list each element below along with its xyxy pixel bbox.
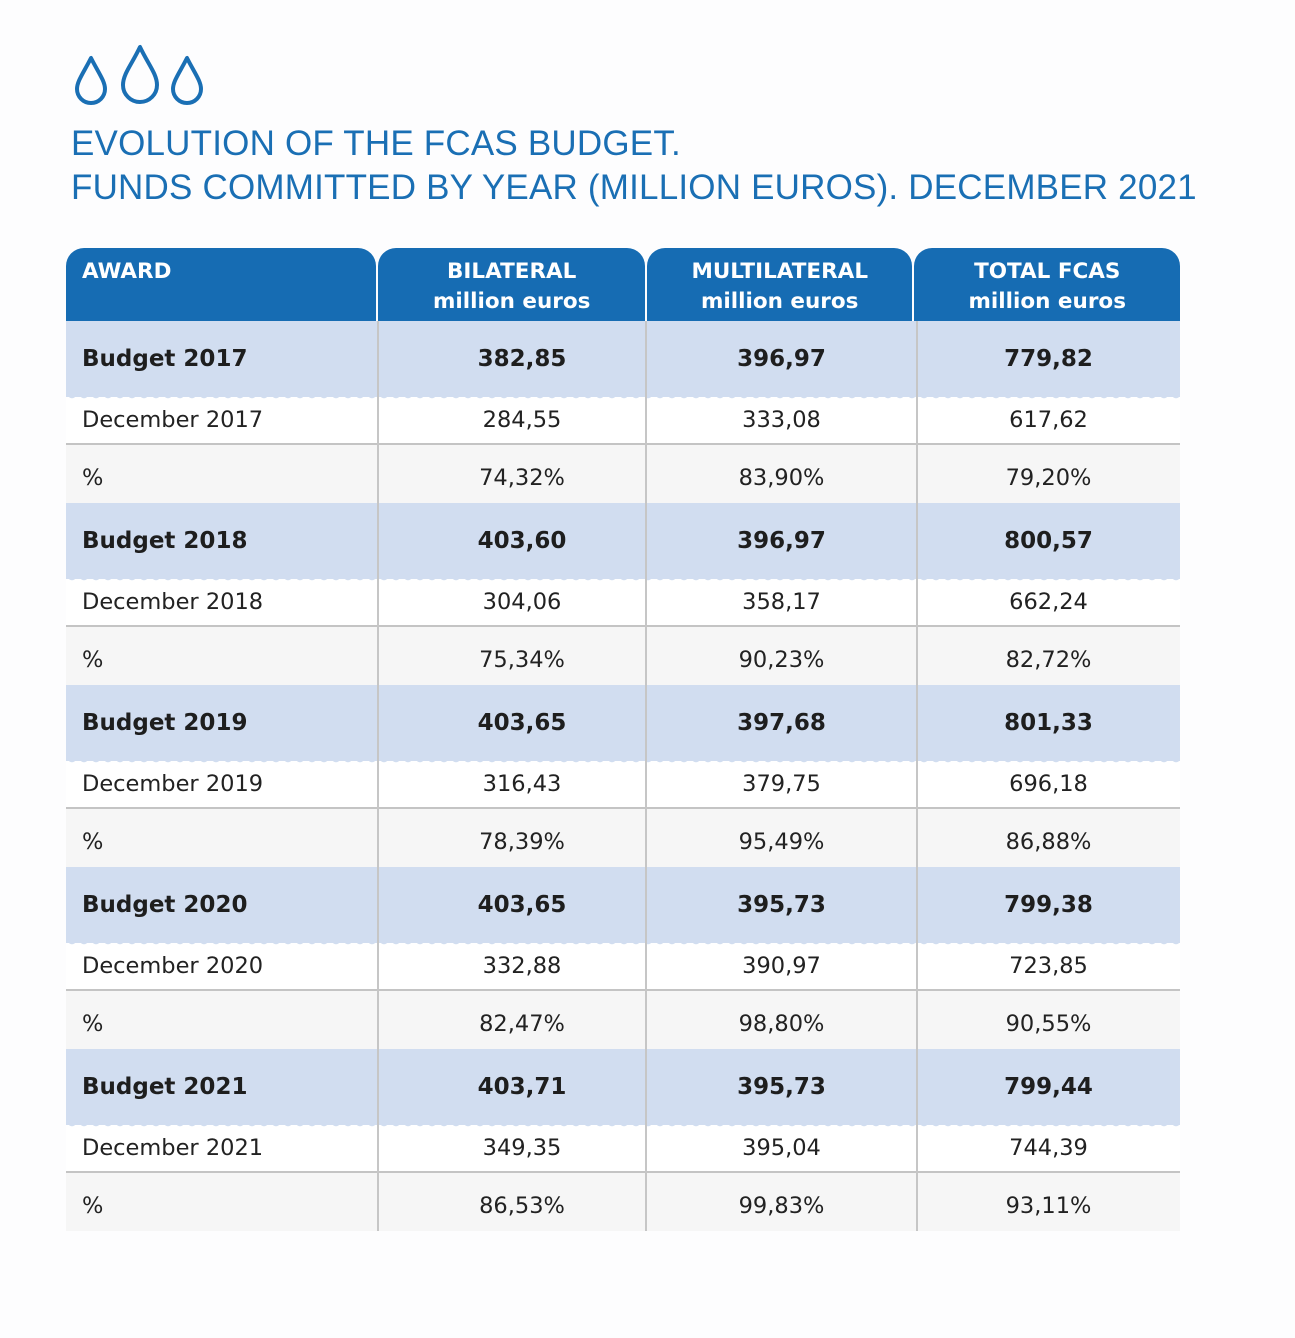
cell-award: December 2018 (82, 589, 264, 615)
cell-bilateral: 304,06 (482, 589, 562, 615)
header-total-fcas: TOTAL FCAS million euros (914, 248, 1180, 321)
table-row-dec: December 2020 332,88 390,97 723,85 (66, 943, 1180, 991)
table-row-pct: % 78,39% 95,49% 86,88% (66, 809, 1180, 867)
cell-award: % (82, 465, 104, 491)
cell-award: % (82, 829, 104, 855)
cell-bilateral: 75,34% (479, 647, 565, 673)
cell-total: 800,57 (1004, 528, 1093, 554)
page-title: EVOLUTION OF THE FCAS BUDGET. FUNDS COMM… (71, 122, 1197, 210)
cell-bilateral: 403,60 (477, 528, 567, 554)
cell-total: 90,55% (1005, 1011, 1092, 1037)
cell-total: 799,44 (1004, 1074, 1093, 1100)
table-row-dec: December 2017 284,55 333,08 617,62 (66, 397, 1180, 445)
cell-total: 79,20% (1005, 465, 1092, 491)
cell-bilateral: 316,43 (482, 771, 562, 797)
water-drop-icon (121, 45, 159, 104)
cell-total: 617,62 (1009, 407, 1088, 433)
water-drops-icon (75, 45, 203, 105)
cell-multilateral: 358,17 (742, 589, 821, 615)
table-row-pct: % 86,53% 99,83% 93,11% (66, 1173, 1180, 1231)
header-bilateral-label: BILATERAL (447, 259, 577, 284)
cell-total: 93,11% (1005, 1193, 1092, 1219)
header-multilateral: MULTILATERAL million euros (646, 248, 913, 321)
column-divider (377, 321, 379, 1231)
cell-total: 662,24 (1009, 589, 1088, 615)
cell-award: Budget 2021 (82, 1074, 248, 1100)
cell-award: December 2020 (82, 953, 264, 979)
cell-multilateral: 397,68 (737, 710, 826, 736)
cell-award: Budget 2018 (82, 528, 248, 554)
table-row-pct: % 75,34% 90,23% 82,72% (66, 627, 1180, 685)
cell-multilateral: 379,75 (742, 771, 821, 797)
header-total-unit: million euros (968, 289, 1126, 314)
cell-multilateral: 333,08 (742, 407, 821, 433)
cell-multilateral: 98,80% (738, 1011, 825, 1037)
cell-multilateral: 395,73 (737, 1074, 826, 1100)
cell-multilateral: 396,97 (737, 528, 826, 554)
table-row-dec: December 2021 349,35 395,04 744,39 (66, 1125, 1180, 1173)
cell-multilateral: 395,04 (742, 1135, 821, 1161)
title-line-1: EVOLUTION OF THE FCAS BUDGET. (71, 124, 681, 163)
cell-award: December 2021 (82, 1135, 264, 1161)
table-row-budget: Budget 2021 403,71 395,73 799,44 (66, 1049, 1180, 1128)
cell-multilateral: 390,97 (742, 953, 821, 979)
cell-bilateral: 284,55 (482, 407, 562, 433)
table-row-pct: % 74,32% 83,90% 79,20% (66, 445, 1180, 503)
table-row-budget: Budget 2017 382,85 396,97 779,82 (66, 321, 1180, 400)
cell-award: December 2017 (82, 407, 264, 433)
cell-total: 799,38 (1004, 892, 1093, 918)
header-award-label: AWARD (82, 259, 172, 284)
header-total-label: TOTAL FCAS (974, 259, 1121, 284)
water-drop-icon (75, 56, 107, 105)
cell-bilateral: 403,65 (477, 710, 567, 736)
cell-total: 86,88% (1005, 829, 1092, 855)
table-row-dec: December 2018 304,06 358,17 662,24 (66, 579, 1180, 627)
table-body: Budget 2017 382,85 396,97 779,82 December 20… (66, 321, 1180, 1231)
cell-award: Budget 2017 (82, 346, 248, 372)
table-row-budget: Budget 2020 403,65 395,73 799,38 (66, 867, 1180, 946)
header-multilateral-label: MULTILATERAL (691, 259, 869, 284)
column-divider (645, 321, 647, 1231)
cell-bilateral: 332,88 (482, 953, 562, 979)
cell-multilateral: 99,83% (738, 1193, 825, 1219)
cell-bilateral: 82,47% (479, 1011, 565, 1037)
budget-table: AWARD BILATERAL million euros MULTILATER… (66, 248, 1180, 1231)
cell-award: % (82, 1193, 104, 1219)
cell-award: Budget 2020 (82, 892, 248, 918)
header-multilateral-unit: million euros (700, 289, 859, 314)
cell-total: 723,85 (1009, 953, 1088, 979)
cell-total: 696,18 (1009, 771, 1088, 797)
cell-bilateral: 74,32% (479, 465, 565, 491)
cell-award: December 2019 (82, 771, 264, 797)
water-drop-icon (171, 56, 203, 105)
cell-bilateral: 403,71 (477, 1074, 567, 1100)
cell-multilateral: 83,90% (738, 465, 825, 491)
cell-total: 82,72% (1005, 647, 1092, 673)
cell-multilateral: 395,73 (737, 892, 826, 918)
table-row-budget: Budget 2019 403,65 397,68 801,33 (66, 685, 1180, 764)
cell-total: 744,39 (1009, 1135, 1088, 1161)
column-divider (916, 321, 918, 1231)
cell-award: % (82, 1011, 104, 1037)
header-bilateral: BILATERAL million euros (378, 248, 645, 321)
header-bilateral-unit: million euros (432, 289, 591, 314)
cell-bilateral: 349,35 (482, 1135, 562, 1161)
cell-multilateral: 396,97 (737, 346, 826, 372)
title-line-2: FUNDS COMMITTED BY YEAR (MILLION EUROS).… (71, 168, 1197, 207)
table-row-pct: % 82,47% 98,80% 90,55% (66, 991, 1180, 1049)
cell-multilateral: 90,23% (738, 647, 825, 673)
table-row-dec: December 2019 316,43 379,75 696,18 (66, 761, 1180, 809)
cell-total: 779,82 (1004, 346, 1093, 372)
cell-total: 801,33 (1004, 710, 1093, 736)
cell-award: Budget 2019 (82, 710, 248, 736)
cell-bilateral: 403,65 (477, 892, 567, 918)
cell-bilateral: 78,39% (479, 829, 565, 855)
cell-bilateral: 86,53% (479, 1193, 565, 1219)
table-header: AWARD BILATERAL million euros MULTILATER… (66, 248, 1180, 321)
cell-multilateral: 95,49% (738, 829, 825, 855)
cell-award: % (82, 647, 104, 673)
table-row-budget: Budget 2018 403,60 396,97 800,57 (66, 503, 1180, 582)
header-award: AWARD (66, 248, 377, 321)
cell-bilateral: 382,85 (477, 346, 567, 372)
